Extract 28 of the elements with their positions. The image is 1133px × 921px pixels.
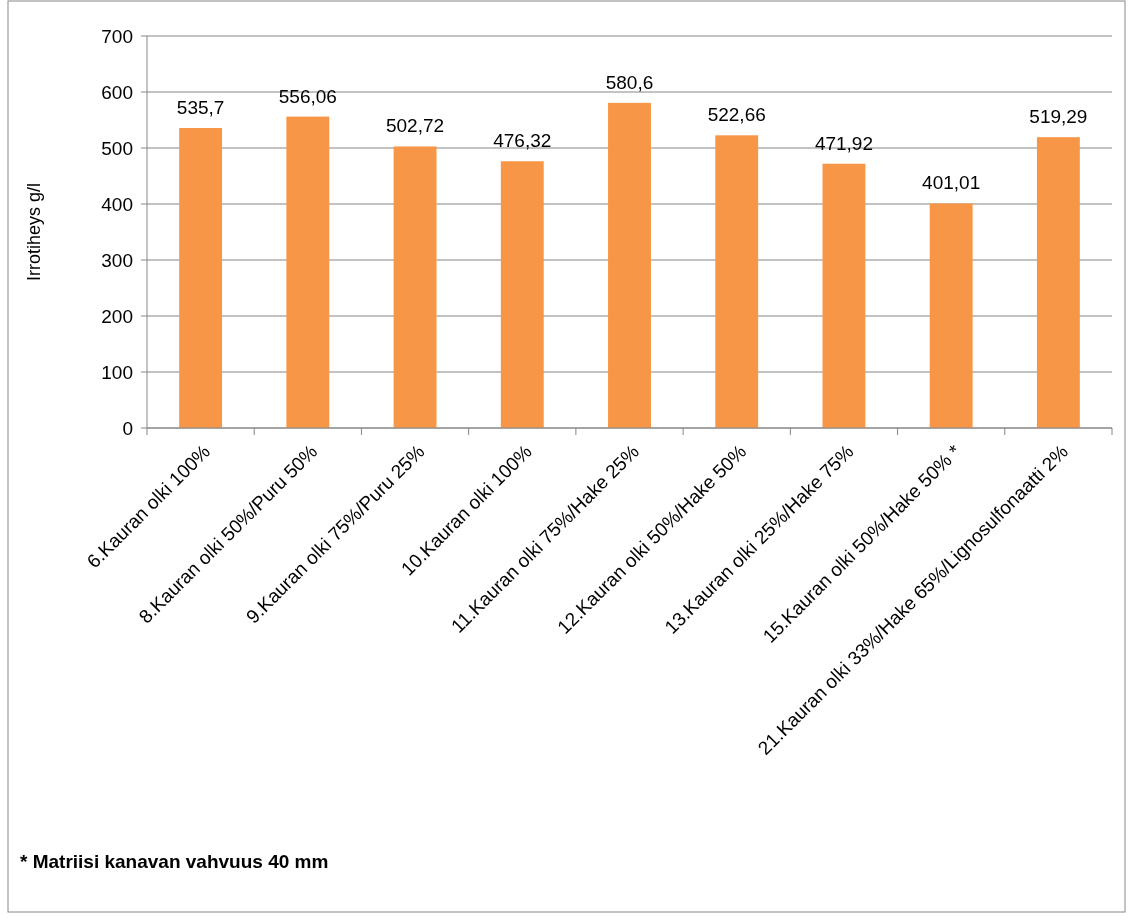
bar — [715, 135, 759, 428]
data-label: 535,7 — [176, 97, 225, 119]
y-tick-label: 500 — [101, 137, 133, 159]
y-tick-label: 400 — [101, 193, 133, 215]
data-label: 471,92 — [814, 132, 874, 154]
data-label: 401,01 — [922, 172, 981, 194]
bar — [1036, 137, 1080, 428]
data-label: 502,72 — [385, 115, 445, 137]
data-label: 522,66 — [707, 104, 766, 126]
data-label: 519,29 — [1029, 106, 1088, 128]
bar — [929, 203, 973, 428]
bar — [286, 116, 330, 428]
y-tick-label: 600 — [101, 81, 133, 103]
data-label: 476,32 — [493, 130, 552, 152]
text: * Matriisi kanavan vahvuus 40 mm — [20, 851, 329, 872]
bar — [500, 161, 544, 428]
y-tick-label: 200 — [101, 305, 133, 327]
bar — [822, 163, 866, 428]
y-axis-title: Irrotiheys g/l — [24, 182, 44, 282]
bar — [393, 146, 437, 428]
bar — [608, 102, 651, 428]
y-tick-label: 100 — [101, 361, 133, 383]
y-tick-label: 0 — [122, 417, 133, 439]
y-tick-label: 700 — [101, 25, 133, 47]
bar — [179, 128, 223, 428]
data-label: 556,06 — [278, 85, 337, 107]
data-label: 580,6 — [605, 71, 654, 93]
y-tick-label: 300 — [101, 249, 133, 271]
